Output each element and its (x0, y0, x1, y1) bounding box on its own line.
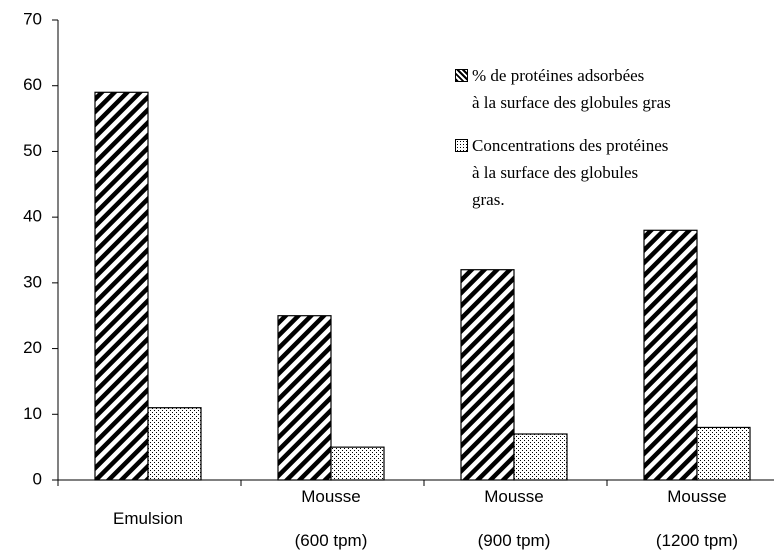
x-tick-label: Mousse (900 tpm) (477, 487, 551, 550)
y-tick-label: 50 (23, 141, 42, 160)
legend-swatch (455, 139, 468, 152)
legend-item: Concentrations des protéines à la surfac… (455, 132, 671, 213)
legend-swatch (455, 69, 468, 82)
y-tick-label: 10 (23, 404, 42, 423)
bar (147, 407, 202, 481)
bar (277, 315, 332, 481)
x-tick-label: Mousse (600 tpm) (294, 487, 368, 550)
x-tick-label: Emulsion (113, 509, 183, 528)
bar (94, 91, 149, 481)
x-tick-label: Mousse (1200 tpm) (655, 487, 739, 550)
legend-item: % de protéines adsorbées à la surface de… (455, 62, 671, 116)
y-tick-label: 20 (23, 338, 42, 357)
y-tick-label: 0 (33, 469, 42, 488)
legend-label: Concentrations des protéines à la surfac… (472, 136, 669, 209)
bar (696, 426, 751, 481)
y-tick-label: 40 (23, 207, 42, 226)
bar (330, 446, 385, 481)
bar (460, 269, 515, 481)
bar (643, 229, 698, 481)
legend-label: % de protéines adsorbées à la surface de… (472, 66, 671, 112)
y-tick-label: 30 (23, 272, 42, 291)
y-tick-label: 70 (23, 9, 42, 28)
y-tick-label: 60 (23, 75, 42, 94)
legend: % de protéines adsorbées à la surface de… (455, 62, 671, 229)
bar (513, 433, 568, 481)
